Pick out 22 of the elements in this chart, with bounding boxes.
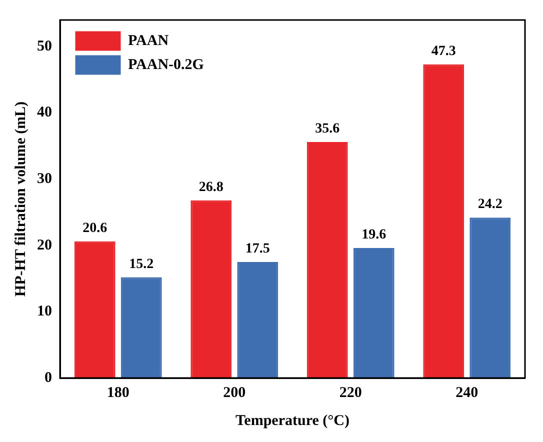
x-tick-label: 200	[223, 384, 246, 401]
x-tick-label: 180	[106, 384, 130, 401]
y-tick-label: 0	[44, 370, 52, 386]
y-tick-label: 40	[37, 104, 52, 121]
data-label: 47.3	[431, 44, 456, 60]
data-label: 24.2	[478, 197, 502, 212]
data-label: 19.6	[362, 228, 386, 243]
data-label: 17.5	[245, 242, 270, 257]
y-tick-label: 10	[37, 304, 52, 320]
legend-label: PAAN-0.2G	[128, 56, 204, 73]
data-label: 15.2	[129, 256, 154, 272]
x-tick-label: 240	[456, 384, 478, 401]
y-axis-title: HP-HT filtration volume (mL)	[12, 101, 29, 297]
legend-label: PAAN	[128, 32, 169, 49]
x-tick-label: 220	[339, 384, 362, 401]
y-tick-label: 50	[37, 38, 52, 54]
x-axis-title: Temperature (°C)	[236, 412, 350, 429]
y-tick-label: 20	[37, 237, 52, 254]
y-tick-label: 30	[37, 170, 52, 187]
data-label: 35.6	[315, 122, 340, 137]
data-label: 26.8	[198, 180, 224, 195]
data-label: 20.6	[82, 221, 108, 236]
